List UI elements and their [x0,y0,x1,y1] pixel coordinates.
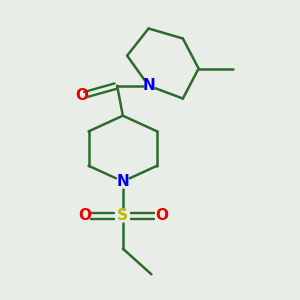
Text: N: N [116,174,129,189]
Text: O: O [78,208,91,223]
Text: S: S [117,208,128,223]
Text: N: N [142,78,155,93]
Text: O: O [75,88,88,103]
Text: O: O [155,208,168,223]
